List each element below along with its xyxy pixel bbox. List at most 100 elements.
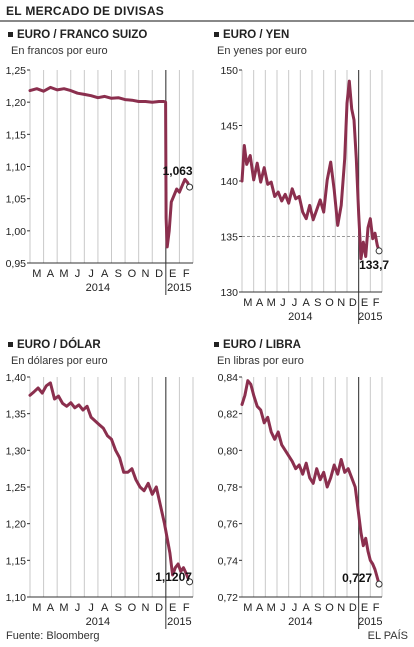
x-tick-label: D	[349, 297, 357, 309]
chart-panel-2: EURO / YEN En yenes por euro 150 145 140 135 1…	[214, 29, 389, 324]
chart-title: EURO / FRANCO SUIZO	[17, 29, 147, 41]
y-tick-label: 150	[220, 65, 238, 77]
x-tick-label: J	[280, 602, 286, 614]
year-label-2014: 2014	[86, 282, 110, 294]
x-tick-label: M	[243, 297, 252, 309]
x-tick-label: O	[325, 602, 334, 614]
chart-title: EURO / DÓLAR	[17, 338, 101, 351]
header: EL MERCADO DE DIVISAS	[0, 0, 414, 22]
y-tick-label: 0,72	[218, 592, 239, 604]
x-tick-label: F	[373, 602, 380, 614]
x-tick-label: S	[314, 297, 321, 309]
x-tick-label: E	[361, 602, 368, 614]
x-tick-label: M	[243, 602, 252, 614]
x-tick-label: A	[101, 602, 109, 614]
y-tick-label: 135	[220, 232, 238, 244]
x-tick-label: A	[256, 297, 264, 309]
title-bullet-icon	[214, 32, 219, 37]
x-tick-label: J	[88, 602, 94, 614]
x-tick-label: D	[155, 268, 163, 280]
x-tick-label: J	[292, 297, 298, 309]
y-tick-label: 130	[220, 287, 238, 299]
page-title: EL MERCADO DE DIVISAS	[6, 4, 165, 18]
y-tick-label: 1,05	[6, 194, 27, 206]
x-tick-label: J	[75, 268, 81, 280]
chart-title: EURO / LIBRA	[223, 339, 301, 351]
chart-panel-1: EURO / FRANCO SUIZO En francos por euro 1,…	[6, 29, 194, 295]
year-label-2015: 2015	[358, 311, 382, 323]
x-tick-label: A	[47, 268, 55, 280]
y-tick-label: 1,25	[6, 482, 27, 494]
x-tick-label: M	[59, 268, 68, 280]
x-tick-label: N	[337, 602, 345, 614]
x-tick-label: S	[115, 602, 122, 614]
x-tick-label: A	[47, 602, 55, 614]
x-tick-label: N	[337, 297, 345, 309]
y-tick-label: 1,15	[6, 555, 27, 567]
end-value-label: 1,1207	[155, 570, 192, 584]
chart-panel-3: EURO / DÓLAR En dólares por euro 1,40 1,35 1…	[6, 338, 194, 629]
series-line	[28, 381, 192, 584]
y-tick-label: 0,76	[218, 519, 239, 531]
y-tick-label: 145	[220, 121, 238, 133]
x-tick-label: M	[32, 602, 41, 614]
y-tick-label: 1,20	[6, 97, 27, 109]
y-tick-label: 1,00	[6, 226, 27, 238]
y-tick-label: 0,74	[218, 555, 239, 567]
end-value-label: 1,063	[163, 164, 193, 178]
year-label-2014: 2014	[86, 616, 110, 628]
chart-subtitle: En dólares por euro	[11, 355, 108, 367]
y-tick-label: 1,30	[6, 445, 27, 457]
end-point-marker	[186, 183, 194, 191]
x-tick-label: M	[59, 602, 68, 614]
x-tick-label: J	[75, 602, 81, 614]
y-tick-label: 1,10	[6, 162, 27, 174]
y-tick-label: 1,25	[6, 65, 27, 77]
x-tick-label: F	[373, 297, 380, 309]
y-tick-label: 0,78	[218, 482, 239, 494]
end-point-marker	[186, 578, 194, 586]
chart-title: EURO / YEN	[223, 29, 289, 41]
x-tick-label: N	[141, 268, 149, 280]
x-tick-label: E	[361, 297, 368, 309]
y-tick-label: 1,35	[6, 409, 27, 421]
series-line	[240, 379, 381, 586]
credit-note: EL PAÍS	[367, 630, 408, 642]
year-label-2015: 2015	[167, 282, 191, 294]
chart-subtitle: En francos por euro	[11, 45, 108, 57]
x-tick-label: M	[267, 602, 276, 614]
header-rule	[0, 20, 414, 22]
y-tick-label: 0,95	[6, 258, 27, 270]
x-tick-label: A	[302, 602, 310, 614]
x-tick-label: M	[267, 297, 276, 309]
source-note: Fuente: Bloomberg	[6, 630, 100, 642]
x-tick-label: E	[169, 602, 176, 614]
chart-subtitle: En libras por euro	[217, 355, 304, 367]
x-tick-label: D	[155, 602, 163, 614]
x-tick-label: J	[280, 297, 286, 309]
end-point-marker	[375, 580, 383, 588]
end-value-label: 133,7	[359, 258, 389, 272]
chart-subtitle: En yenes por euro	[217, 45, 307, 57]
series-line	[28, 85, 192, 249]
x-tick-label: A	[101, 268, 109, 280]
y-tick-label: 0,84	[218, 372, 239, 384]
x-tick-label: E	[169, 268, 176, 280]
title-bullet-icon	[8, 32, 13, 37]
x-tick-label: O	[128, 602, 137, 614]
y-tick-label: 140	[220, 176, 238, 188]
y-tick-label: 1,15	[6, 129, 27, 141]
year-label-2014: 2014	[288, 311, 312, 323]
end-value-label: 0,727	[342, 571, 372, 585]
y-tick-label: 1,40	[6, 372, 27, 384]
end-point-marker	[375, 247, 383, 255]
x-tick-label: O	[325, 297, 334, 309]
x-tick-label: S	[115, 268, 122, 280]
year-label-2015: 2015	[167, 616, 191, 628]
y-tick-label: 0,80	[218, 445, 239, 457]
y-tick-label: 0,82	[218, 409, 239, 421]
x-tick-label: J	[88, 268, 94, 280]
year-label-2014: 2014	[288, 616, 312, 628]
series-line	[240, 79, 381, 261]
